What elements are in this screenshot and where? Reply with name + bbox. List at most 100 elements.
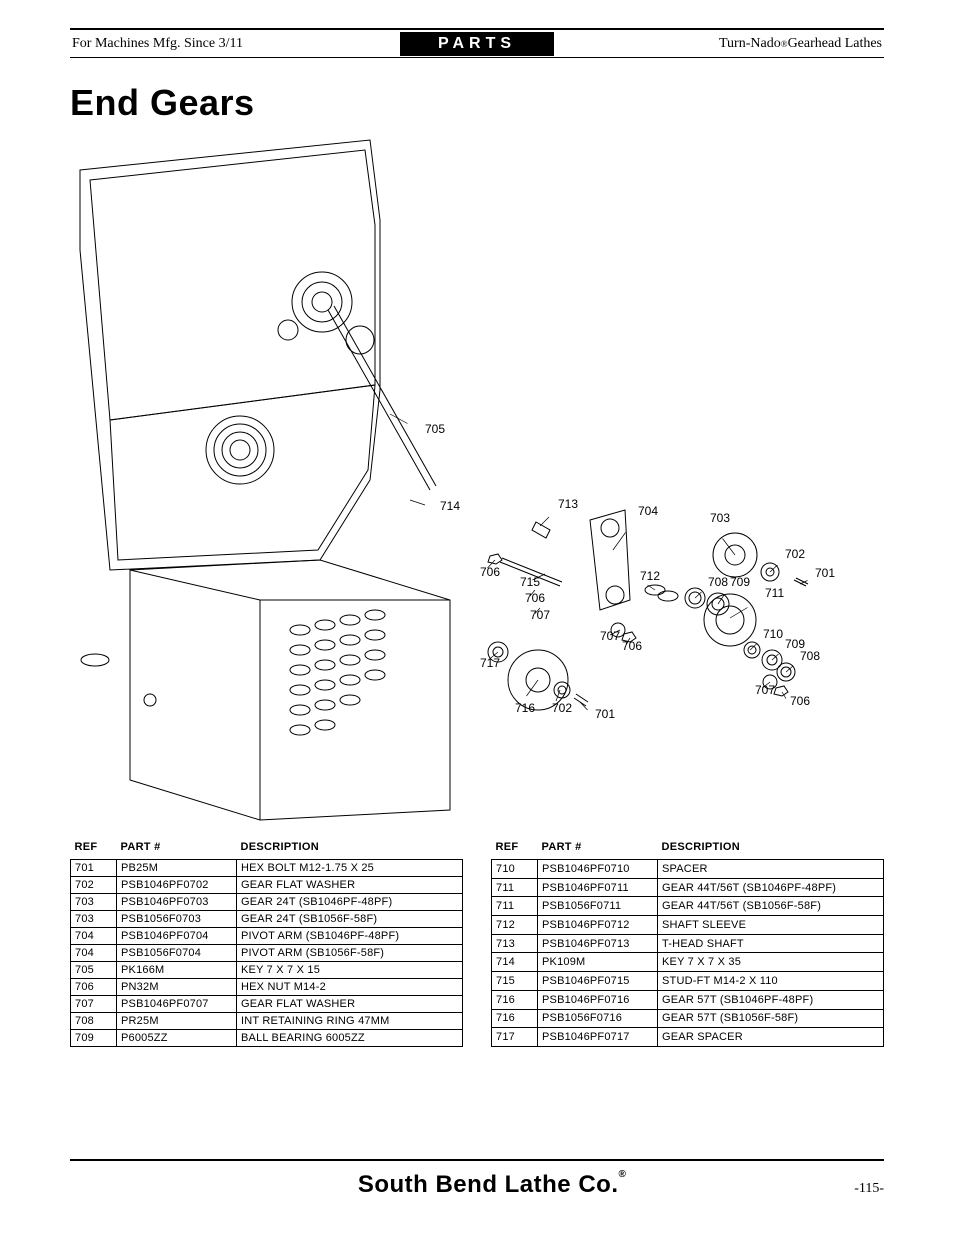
cell-ref: 709 (71, 1030, 117, 1047)
cell-part: PSB1056F0704 (117, 945, 237, 962)
table-row: 713PSB1046PF0713T-HEAD SHAFT (492, 934, 884, 953)
cell-desc: STUD-FT M14-2 X 110 (658, 972, 884, 991)
cell-part: PK166M (117, 962, 237, 979)
col-desc: DESCRIPTION (237, 838, 463, 860)
table-row: 716PSB1056F0716GEAR 57T (SB1056F-58F) (492, 1009, 884, 1028)
cell-part: PSB1046PF0710 (538, 860, 658, 879)
table-row: 714PK109MKEY 7 X 7 X 35 (492, 953, 884, 972)
cell-desc: GEAR 24T (SB1046PF-48PF) (237, 894, 463, 911)
parts-table-left: REF PART # DESCRIPTION 701PB25MHEX BOLT … (70, 838, 463, 1047)
callout-ref: 714 (440, 499, 460, 513)
page-header: For Machines Mfg. Since 3/11 PARTS Turn-… (70, 32, 884, 56)
cell-ref: 710 (492, 860, 538, 879)
cell-ref: 712 (492, 916, 538, 935)
cell-desc: GEAR 44T/56T (SB1056F-58F) (658, 897, 884, 916)
callout-ref: 701 (815, 566, 835, 580)
table-row: 705PK166MKEY 7 X 7 X 15 (71, 962, 463, 979)
callout-ref: 711 (765, 586, 784, 600)
table-row: 706PN32MHEX NUT M14-2 (71, 979, 463, 996)
table-row: 703PSB1046PF0703GEAR 24T (SB1046PF-48PF) (71, 894, 463, 911)
cell-ref: 701 (71, 860, 117, 877)
cell-desc: GEAR 57T (SB1046PF-48PF) (658, 990, 884, 1009)
col-part: PART # (538, 838, 658, 860)
cell-desc: GEAR 24T (SB1056F-58F) (237, 911, 463, 928)
callout-ref: 710 (763, 627, 783, 641)
callout-ref: 716 (515, 701, 535, 715)
cell-ref: 704 (71, 928, 117, 945)
cell-part: PSB1046PF0713 (538, 934, 658, 953)
cell-ref: 713 (492, 934, 538, 953)
cell-ref: 716 (492, 1009, 538, 1028)
cell-desc: T-HEAD SHAFT (658, 934, 884, 953)
header-left: For Machines Mfg. Since 3/11 (70, 32, 400, 56)
cell-part: PSB1046PF0715 (538, 972, 658, 991)
table-row: 715PSB1046PF0715STUD-FT M14-2 X 110 (492, 972, 884, 991)
callout-ref: 702 (785, 547, 805, 561)
cell-part: PSB1046PF0712 (538, 916, 658, 935)
footer-rule (70, 1159, 884, 1161)
cell-ref: 705 (71, 962, 117, 979)
cell-ref: 714 (492, 953, 538, 972)
table-row: 704PSB1046PF0704PIVOT ARM (SB1046PF-48PF… (71, 928, 463, 945)
col-ref: REF (71, 838, 117, 860)
cell-desc: HEX BOLT M12-1.75 X 25 (237, 860, 463, 877)
cell-desc: PIVOT ARM (SB1056F-58F) (237, 945, 463, 962)
cell-ref: 711 (492, 878, 538, 897)
header-right-suffix: Gearhead Lathes (788, 36, 882, 52)
callout-ref: 702 (552, 701, 572, 715)
callout-ref: 703 (710, 511, 730, 525)
table-row: 717PSB1046PF0717GEAR SPACER (492, 1028, 884, 1047)
cell-desc: GEAR 44T/56T (SB1046PF-48PF) (658, 878, 884, 897)
callout-ref: 707 (755, 683, 775, 697)
callout-ref: 707 (600, 629, 620, 643)
callout-ref: 708 (708, 575, 728, 589)
cell-desc: INT RETAINING RING 47MM (237, 1013, 463, 1030)
cell-ref: 708 (71, 1013, 117, 1030)
cell-ref: 704 (71, 945, 117, 962)
cell-desc: KEY 7 X 7 X 35 (658, 953, 884, 972)
registered-mark: ® (618, 1169, 626, 1180)
table-row: 702PSB1046PF0702GEAR FLAT WASHER (71, 877, 463, 894)
cell-part: PSB1056F0711 (538, 897, 658, 916)
table-row: 708PR25MINT RETAINING RING 47MM (71, 1013, 463, 1030)
col-part: PART # (117, 838, 237, 860)
table-row: 711PSB1056F0711GEAR 44T/56T (SB1056F-58F… (492, 897, 884, 916)
table-row: 709P6005ZZBALL BEARING 6005ZZ (71, 1030, 463, 1047)
registered-mark: ® (781, 39, 788, 49)
cell-part: PSB1046PF0703 (117, 894, 237, 911)
cell-ref: 703 (71, 894, 117, 911)
col-desc: DESCRIPTION (658, 838, 884, 860)
header-center: PARTS (400, 32, 554, 56)
callout-ref: 712 (640, 569, 660, 583)
callout-ref: 701 (595, 707, 615, 721)
cell-desc: SPACER (658, 860, 884, 879)
callout-ref: 706 (525, 591, 545, 605)
top-rule (70, 28, 884, 30)
cell-part: PN32M (117, 979, 237, 996)
cell-part: PSB1046PF0717 (538, 1028, 658, 1047)
table-row: 707PSB1046PF0707GEAR FLAT WASHER (71, 996, 463, 1013)
header-under-rule (70, 57, 884, 58)
cell-desc: BALL BEARING 6005ZZ (237, 1030, 463, 1047)
cell-desc: GEAR FLAT WASHER (237, 996, 463, 1013)
cell-ref: 703 (71, 911, 117, 928)
footer-brand: South Bend Lathe Co.® (130, 1171, 854, 1199)
cell-desc: PIVOT ARM (SB1046PF-48PF) (237, 928, 463, 945)
cell-ref: 706 (71, 979, 117, 996)
cell-desc: GEAR 57T (SB1056F-58F) (658, 1009, 884, 1028)
table-row: 711PSB1046PF0711GEAR 44T/56T (SB1046PF-4… (492, 878, 884, 897)
callout-ref: 704 (638, 504, 658, 518)
cell-part: PSB1056F0716 (538, 1009, 658, 1028)
callout-ref: 709 (730, 575, 750, 589)
cell-part: PSB1046PF0716 (538, 990, 658, 1009)
table-row: 716PSB1046PF0716GEAR 57T (SB1046PF-48PF) (492, 990, 884, 1009)
cell-ref: 702 (71, 877, 117, 894)
cell-part: PB25M (117, 860, 237, 877)
callout-ref: 708 (800, 649, 820, 663)
cell-ref: 711 (492, 897, 538, 916)
cell-desc: SHAFT SLEEVE (658, 916, 884, 935)
cell-part: PSB1046PF0707 (117, 996, 237, 1013)
parts-tables: REF PART # DESCRIPTION 701PB25MHEX BOLT … (70, 838, 884, 1047)
callout-ref: 706 (480, 565, 500, 579)
cell-ref: 716 (492, 990, 538, 1009)
